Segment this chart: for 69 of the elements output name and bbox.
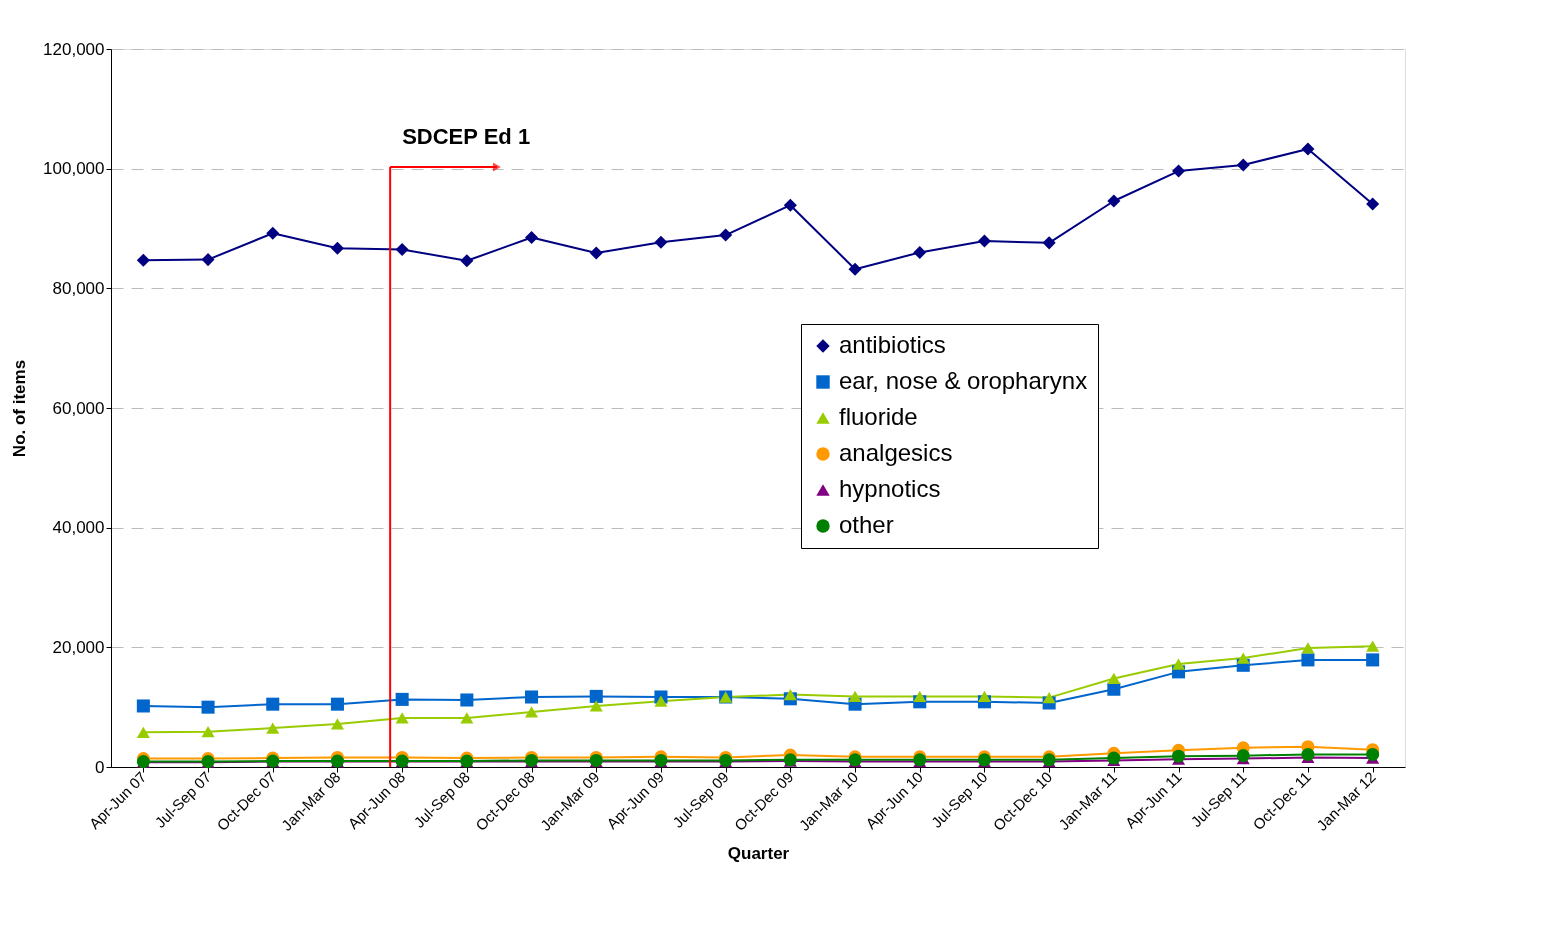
point [525, 230, 539, 244]
point [1366, 747, 1380, 761]
point [525, 706, 539, 718]
y-tick-label: 60,000 [52, 398, 105, 418]
legend-label: other [839, 511, 894, 538]
point [266, 226, 280, 240]
x-axis-title: Quarter [727, 843, 790, 863]
point [330, 718, 344, 730]
point [201, 253, 215, 267]
y-tick-label: 0 [95, 757, 105, 777]
y-tick-label: 20,000 [52, 637, 105, 657]
point [330, 241, 344, 255]
point [201, 726, 215, 738]
point [913, 690, 927, 703]
point [136, 253, 150, 267]
point [266, 697, 280, 711]
legend-label: antibiotics [839, 331, 946, 358]
point [460, 254, 474, 268]
point [395, 692, 409, 706]
point [1107, 672, 1121, 685]
point [460, 712, 474, 724]
point [913, 245, 927, 259]
point [589, 689, 603, 703]
point [266, 722, 280, 734]
legend-label: fluoride [839, 403, 918, 430]
point [977, 234, 991, 248]
y-axis-title: No. of items [10, 359, 30, 458]
point [589, 246, 603, 260]
point [1301, 653, 1315, 667]
legend-label: ear, nose & oropharynx [839, 367, 1088, 394]
point [654, 695, 668, 707]
point [1172, 658, 1186, 670]
point [201, 700, 215, 714]
point [848, 262, 862, 276]
point [1042, 691, 1056, 704]
point [1301, 142, 1315, 156]
point [1172, 749, 1186, 763]
point [1172, 164, 1186, 178]
point [654, 235, 668, 249]
point [136, 699, 150, 713]
point [1301, 747, 1315, 761]
legend-label: analgesics [839, 439, 953, 466]
point [848, 690, 862, 703]
point [1236, 652, 1250, 664]
point [525, 690, 539, 704]
point [395, 712, 409, 724]
y-tick-label: 40,000 [52, 518, 105, 538]
point [1366, 197, 1380, 211]
point [977, 690, 991, 703]
ref-line-label: SDCEP Ed 1 [402, 124, 531, 149]
point [1107, 194, 1121, 208]
point [1366, 653, 1380, 667]
legend-label: hypnotics [839, 475, 941, 502]
point [136, 726, 150, 738]
point [783, 198, 797, 212]
point [460, 693, 474, 707]
point [1366, 640, 1380, 652]
point [1301, 642, 1315, 654]
point [395, 242, 409, 256]
point [783, 688, 797, 701]
point [589, 700, 603, 712]
y-tick-label: 120,000 [43, 39, 105, 59]
point [1236, 158, 1250, 172]
point [330, 697, 344, 711]
y-tick-label: 80,000 [52, 278, 105, 298]
y-tick-label: 100,000 [43, 159, 105, 179]
point [1107, 682, 1121, 696]
point [719, 228, 733, 242]
point [1042, 236, 1056, 250]
